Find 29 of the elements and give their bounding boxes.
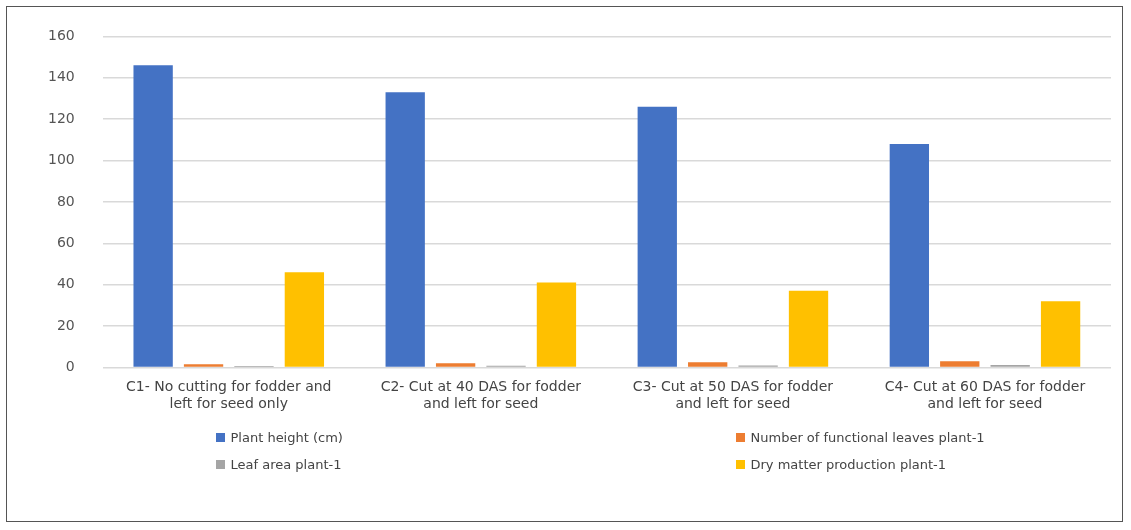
bar — [637, 106, 677, 367]
y-tick-label: 40 — [56, 275, 75, 292]
y-tick-label: 80 — [56, 192, 75, 209]
bar — [889, 143, 930, 367]
bar — [688, 362, 728, 367]
y-tick-label: 20 — [56, 316, 75, 333]
x-tick-label: C3- Cut at 50 DAS for fodder and left for seed — [632, 378, 834, 412]
legend-label: Dry matter production plant-1 — [750, 457, 947, 472]
bar — [435, 363, 476, 367]
bar — [788, 290, 829, 367]
legend-label: Leaf area plant-1 — [230, 457, 342, 472]
bar — [385, 92, 425, 367]
bar — [133, 65, 173, 367]
x-tick-label: C1- No cutting for fodder and left for seed only — [126, 378, 332, 412]
y-tick-label: 120 — [47, 109, 75, 126]
legend-label: Plant height (cm) — [230, 430, 343, 445]
y-tick-label: 140 — [47, 68, 75, 85]
y-tick-label: 0 — [65, 358, 75, 375]
x-tick-label: C4- Cut at 60 DAS for fodder and left for seed — [884, 378, 1086, 412]
bar — [940, 361, 980, 367]
y-tick-label: 60 — [56, 233, 75, 250]
x-tick-label: C2- Cut at 40 DAS for fodder and left for seed — [380, 378, 582, 412]
bar — [536, 282, 577, 367]
bar — [183, 364, 224, 367]
bar — [284, 272, 325, 367]
bar — [1040, 301, 1081, 367]
y-tick-label: 100 — [47, 151, 75, 168]
y-tick-label: 160 — [47, 27, 75, 44]
legend-label: Number of functional leaves plant-1 — [750, 430, 985, 445]
